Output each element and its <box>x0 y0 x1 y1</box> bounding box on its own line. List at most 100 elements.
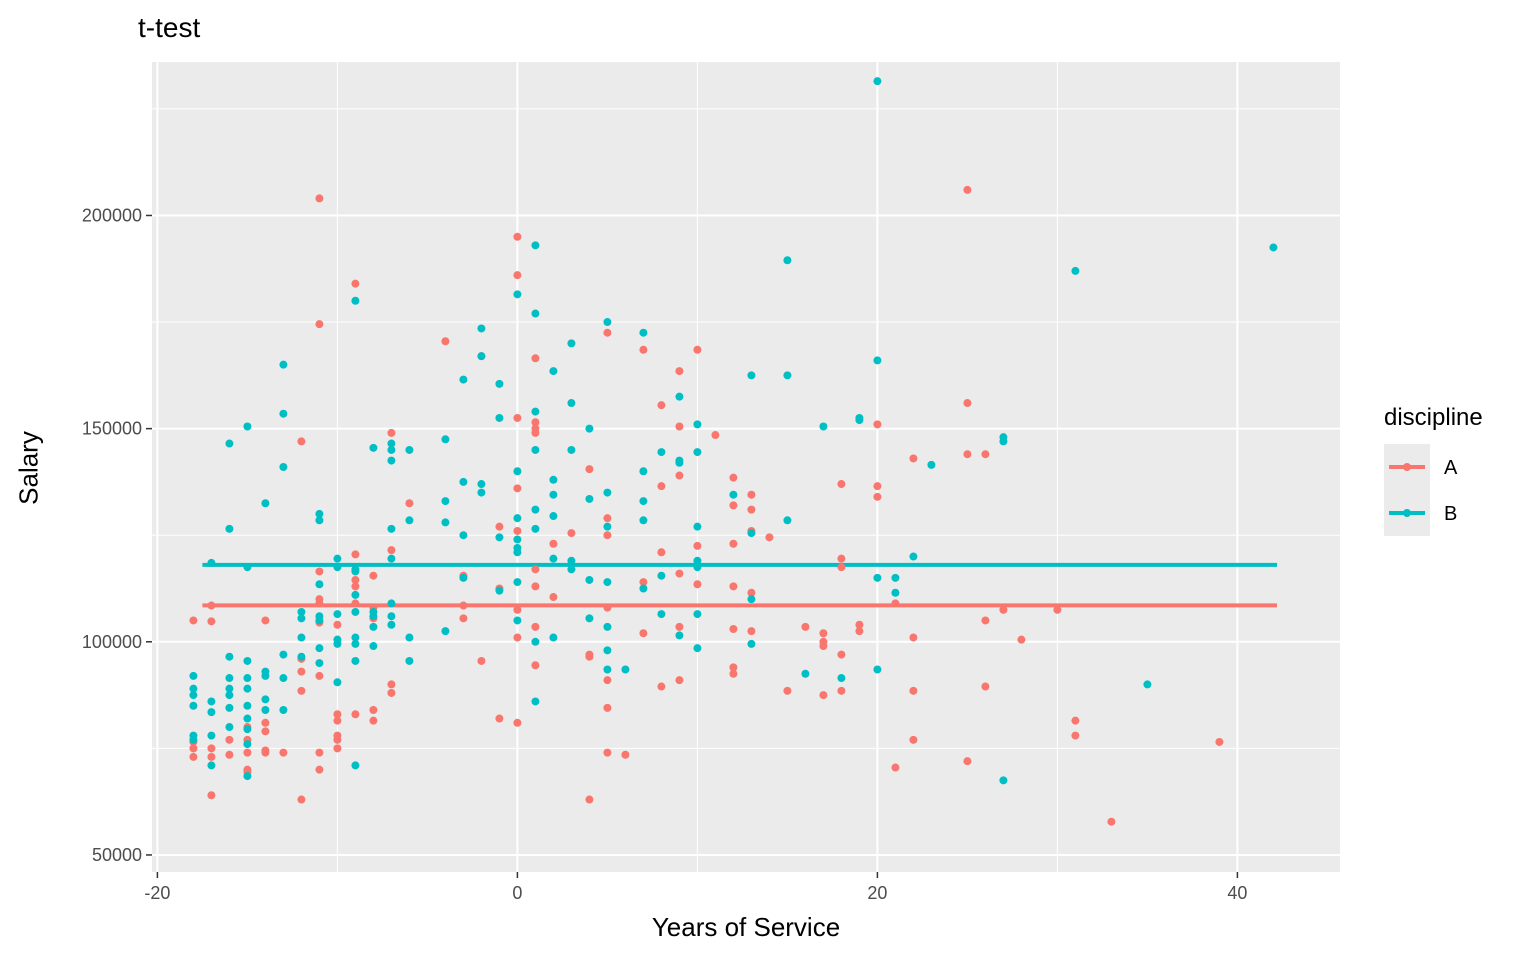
data-point-B <box>243 772 252 781</box>
data-point-A <box>225 735 234 744</box>
data-point-A <box>513 526 522 535</box>
data-point-B <box>513 548 522 557</box>
x-tick-label: 20 <box>867 883 887 903</box>
data-point-A <box>657 401 666 410</box>
data-point-B <box>261 671 270 680</box>
data-point-A <box>675 367 684 376</box>
data-point-B <box>243 563 252 572</box>
data-point-A <box>261 718 270 727</box>
data-point-A <box>261 727 270 736</box>
mean-lines <box>202 562 1277 608</box>
data-point-A <box>729 625 738 633</box>
data-point-A <box>459 614 468 623</box>
legend-label-A: A <box>1444 457 1458 479</box>
data-point-A <box>297 686 306 695</box>
data-point-A <box>1017 635 1026 644</box>
data-point-B <box>459 477 468 486</box>
legend-label-B: B <box>1444 503 1457 525</box>
data-point-B <box>441 518 450 527</box>
data-point-B <box>873 573 882 582</box>
data-point-B <box>693 522 702 531</box>
data-point-B <box>387 439 396 448</box>
data-point-A <box>747 505 756 514</box>
data-point-B <box>531 241 540 250</box>
data-point-A <box>837 650 846 659</box>
data-point-B <box>189 691 198 700</box>
data-point-B <box>891 573 900 582</box>
data-point-B <box>405 633 414 642</box>
data-point-B <box>387 620 396 629</box>
data-point-A <box>513 232 522 241</box>
data-point-B <box>999 437 1008 446</box>
data-point-A <box>873 492 882 501</box>
data-point-A <box>261 616 270 625</box>
data-point-A <box>603 748 612 757</box>
data-point-A <box>387 546 396 555</box>
data-point-A <box>657 482 666 491</box>
data-point-A <box>189 752 198 761</box>
data-point-A <box>639 345 648 354</box>
data-point-A <box>495 522 504 531</box>
data-point-B <box>459 375 468 384</box>
data-point-A <box>747 627 756 636</box>
data-point-B <box>315 516 324 525</box>
data-point-A <box>963 757 972 766</box>
data-point-B <box>567 339 576 348</box>
data-point-B <box>747 371 756 380</box>
data-point-B <box>603 522 612 531</box>
data-point-A <box>315 765 324 774</box>
data-point-B <box>405 656 414 665</box>
data-point-B <box>315 616 324 625</box>
data-point-B <box>351 639 360 648</box>
data-point-B <box>243 674 252 683</box>
legend-key-point <box>1403 509 1411 517</box>
data-point-B <box>333 639 342 648</box>
data-point-B <box>603 318 612 327</box>
data-point-B <box>297 607 306 616</box>
data-point-A <box>747 588 756 597</box>
data-point-A <box>585 465 594 474</box>
data-point-B <box>387 524 396 533</box>
data-point-A <box>873 420 882 429</box>
data-point-A <box>855 620 864 629</box>
data-point-A <box>333 716 342 725</box>
data-point-B <box>243 740 252 749</box>
data-point-A <box>351 582 360 591</box>
data-point-A <box>333 620 342 629</box>
data-point-B <box>279 360 288 369</box>
data-point-A <box>783 686 792 695</box>
data-point-B <box>189 684 198 693</box>
data-point-B <box>783 516 792 525</box>
data-point-B <box>477 488 486 497</box>
data-point-A <box>531 428 540 437</box>
y-tick-label: 200000 <box>82 205 142 225</box>
data-point-B <box>261 499 270 508</box>
legend-title: discipline <box>1384 404 1483 431</box>
data-point-A <box>639 578 648 587</box>
data-point-A <box>441 337 450 346</box>
data-point-B <box>693 556 702 565</box>
data-point-A <box>909 454 918 463</box>
data-point-B <box>225 652 234 661</box>
data-point-B <box>369 622 378 631</box>
data-point-A <box>639 629 648 638</box>
data-point-A <box>675 569 684 578</box>
data-point-B <box>531 505 540 514</box>
data-point-A <box>207 617 216 626</box>
data-point-B <box>189 671 198 680</box>
data-point-A <box>765 533 774 542</box>
data-point-B <box>351 761 360 770</box>
data-point-B <box>693 563 702 572</box>
data-point-B <box>477 324 486 333</box>
data-point-B <box>585 494 594 503</box>
data-point-A <box>315 194 324 203</box>
data-point-A <box>207 752 216 761</box>
data-point-B <box>279 706 288 714</box>
data-point-B <box>387 456 396 465</box>
y-tick-label: 150000 <box>82 419 142 439</box>
data-point-B <box>657 448 666 457</box>
data-point-B <box>243 701 252 710</box>
data-point-B <box>513 514 522 523</box>
data-point-B <box>297 614 306 623</box>
data-point-B <box>189 701 198 710</box>
